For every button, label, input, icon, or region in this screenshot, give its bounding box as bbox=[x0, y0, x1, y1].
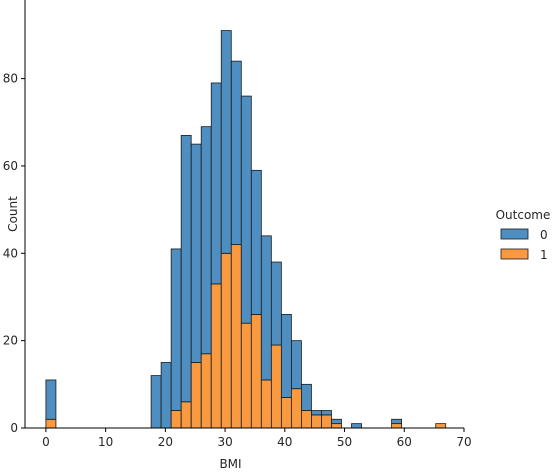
bar-outcome-0 bbox=[331, 418, 342, 425]
bar-outcome-1 bbox=[311, 414, 322, 429]
bars-group bbox=[45, 30, 447, 429]
bar-outcome-0 bbox=[190, 143, 202, 363]
bar-outcome-0 bbox=[240, 95, 252, 324]
bar-outcome-1 bbox=[270, 344, 282, 429]
bar-outcome-0 bbox=[150, 375, 162, 429]
bar-outcome-1 bbox=[250, 314, 262, 429]
legend-swatch-1 bbox=[500, 248, 529, 260]
x-tick-label: 10 bbox=[98, 435, 113, 449]
legend-label-1: 1 bbox=[540, 248, 548, 262]
bar-outcome-1 bbox=[290, 388, 302, 429]
bar-outcome-1 bbox=[435, 423, 447, 429]
bar-outcome-1 bbox=[170, 410, 182, 429]
bar-outcome-1 bbox=[321, 414, 332, 429]
bar-outcome-0 bbox=[220, 30, 232, 254]
bar-outcome-0 bbox=[391, 418, 403, 425]
x-tick-label: 40 bbox=[277, 435, 292, 449]
bar-outcome-1 bbox=[260, 379, 272, 429]
x-tick-label: 60 bbox=[397, 435, 412, 449]
bar-outcome-0 bbox=[180, 134, 192, 403]
bar-outcome-0 bbox=[280, 314, 292, 398]
bar-outcome-1 bbox=[210, 283, 222, 429]
x-tick-label: 0 bbox=[42, 435, 50, 449]
bar-outcome-1 bbox=[45, 418, 57, 429]
x-tick-label: 70 bbox=[456, 435, 471, 449]
bar-outcome-1 bbox=[190, 362, 202, 429]
x-tick-label: 30 bbox=[217, 435, 232, 449]
y-tick-label: 0 bbox=[10, 421, 18, 435]
bar-outcome-0 bbox=[45, 379, 57, 420]
legend-label-0: 0 bbox=[540, 228, 548, 242]
legend-title: Outcome bbox=[496, 208, 551, 222]
bar-outcome-1 bbox=[301, 410, 312, 429]
x-tick-label: 20 bbox=[158, 435, 173, 449]
bar-outcome-1 bbox=[200, 353, 212, 429]
legend: Outcome 0 1 bbox=[496, 208, 551, 262]
y-tick-label: 80 bbox=[3, 72, 18, 86]
y-tick-label: 60 bbox=[3, 159, 18, 173]
bar-outcome-1 bbox=[331, 423, 342, 429]
bar-outcome-0 bbox=[301, 383, 312, 411]
bar-outcome-0 bbox=[351, 423, 362, 429]
y-tick-label: 20 bbox=[3, 334, 18, 348]
y-axis-label: Count bbox=[6, 196, 20, 232]
bar-outcome-0 bbox=[170, 248, 182, 411]
bar-outcome-1 bbox=[240, 322, 252, 429]
bar-outcome-0 bbox=[210, 82, 222, 285]
bar-outcome-1 bbox=[280, 397, 292, 429]
bar-outcome-1 bbox=[180, 401, 192, 429]
bar-outcome-0 bbox=[230, 60, 242, 245]
x-axis-label: BMI bbox=[219, 457, 241, 471]
bar-outcome-0 bbox=[270, 261, 282, 346]
bar-outcome-0 bbox=[250, 169, 262, 315]
x-axis-ticks: 0 10 20 30 40 50 60 70 bbox=[42, 428, 472, 449]
bar-outcome-0 bbox=[260, 235, 272, 381]
bar-outcome-1 bbox=[391, 423, 403, 429]
y-axis-ticks: 0 20 40 60 80 bbox=[3, 72, 25, 435]
bar-outcome-1 bbox=[220, 252, 232, 429]
legend-swatch-0 bbox=[500, 228, 529, 240]
bar-outcome-0 bbox=[200, 126, 212, 355]
bar-outcome-0 bbox=[321, 410, 332, 416]
x-tick-label: 50 bbox=[337, 435, 352, 449]
bar-outcome-0 bbox=[311, 410, 322, 416]
y-tick-label: 40 bbox=[3, 246, 18, 260]
bar-outcome-1 bbox=[230, 244, 242, 429]
bar-outcome-0 bbox=[290, 340, 302, 390]
bar-outcome-0 bbox=[160, 362, 172, 429]
